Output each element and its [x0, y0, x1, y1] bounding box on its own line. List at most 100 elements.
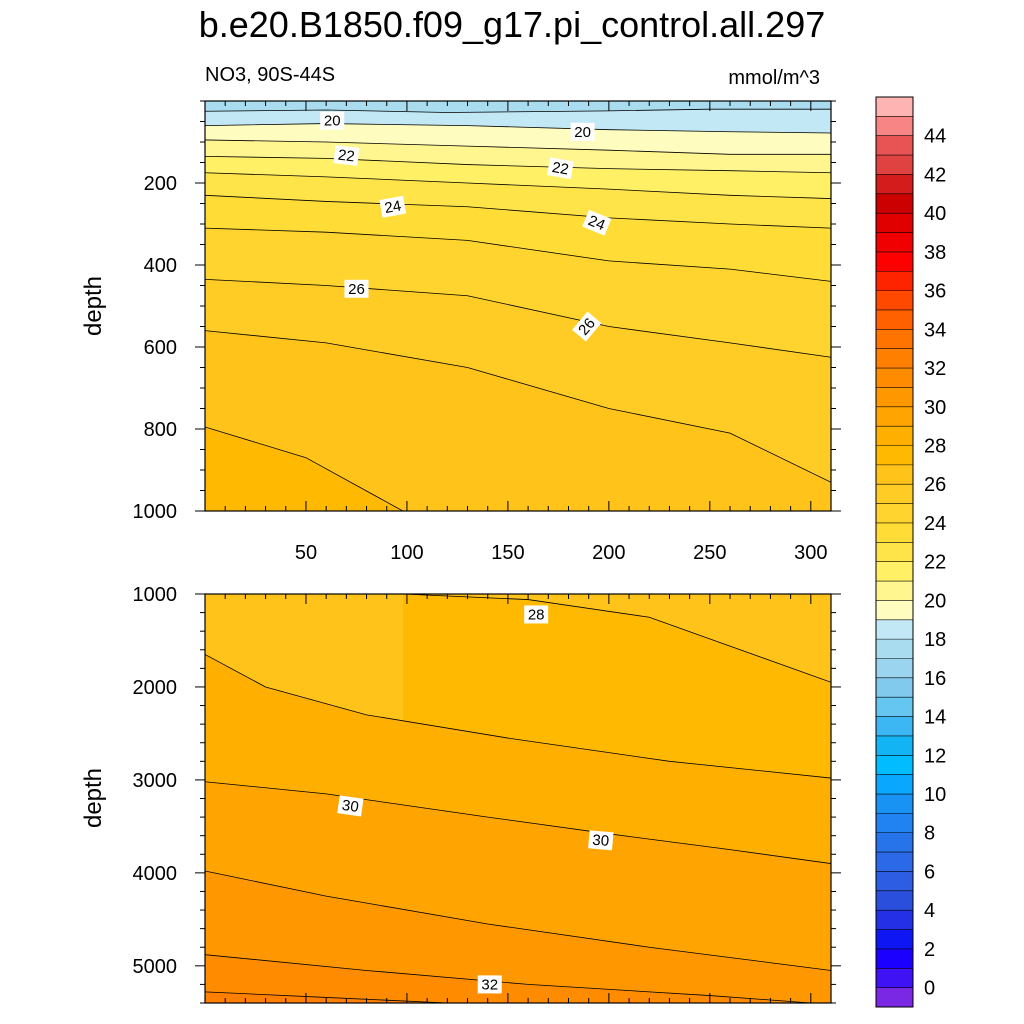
y-tick-label: 1000: [133, 501, 178, 523]
colorbar-swatch: [876, 290, 913, 311]
lower-panel: 28 30 30 32 1000 2000 3000 4000 5000 depth: [80, 584, 841, 1004]
colorbar-label: 2: [924, 939, 935, 961]
colorbar-swatch: [876, 348, 913, 369]
x-tick-label: 50: [295, 542, 317, 564]
colorbar-label: 40: [924, 203, 946, 225]
colorbar-label: 0: [924, 978, 935, 1000]
y-tick-label: 400: [144, 255, 177, 277]
contour-label-text: 22: [337, 147, 356, 166]
contour-fill: [205, 330, 831, 511]
x-tick-label: 150: [491, 542, 524, 564]
colorbar-swatch: [876, 677, 913, 698]
contour-label: 24: [379, 195, 407, 218]
contour-label: 20: [570, 122, 595, 141]
colorbar-swatch: [876, 135, 913, 156]
colorbar: 4442403836343230282624222018161412108642…: [875, 96, 946, 1008]
colorbar-label: 4: [924, 900, 935, 922]
colorbar-swatch: [876, 890, 913, 911]
colorbar-swatch: [876, 948, 913, 969]
x-tick-label: 100: [390, 542, 423, 564]
colorbar-swatch: [876, 387, 913, 408]
colorbar-swatch: [876, 174, 913, 195]
colorbar-swatch: [876, 426, 913, 446]
colorbar-label: 44: [924, 126, 946, 148]
colorbar-swatch: [876, 755, 913, 775]
colorbar-swatch: [876, 619, 913, 640]
contour-line: [205, 781, 831, 864]
contour-label-text: 24: [586, 212, 608, 234]
contour-label-text: 26: [348, 281, 365, 298]
x-tick-label: 200: [592, 542, 625, 564]
subtitle-left: NO3, 90S-44S: [205, 64, 336, 86]
contour-line: [205, 954, 811, 1003]
colorbar-swatch: [876, 910, 913, 930]
colorbar-swatch: [876, 832, 913, 853]
colorbar-swatch: [876, 871, 913, 892]
colorbar-swatch: [876, 813, 913, 834]
colorbar-swatch: [876, 716, 913, 737]
y-tick-label: 800: [144, 419, 177, 441]
colorbar-label: 42: [924, 164, 946, 186]
colorbar-swatch: [876, 968, 913, 988]
colorbar-label: 14: [924, 707, 946, 729]
colorbar-swatch: [876, 503, 913, 524]
colorbar-swatch: [876, 193, 913, 214]
contour-line: [205, 139, 831, 155]
y-axis-label: depth: [80, 768, 107, 828]
y-tick-label: 2000: [133, 677, 178, 699]
colorbar-swatch: [876, 987, 913, 1008]
y-tick-label: 600: [144, 337, 177, 359]
plot-area: 28 30 30 32: [205, 594, 831, 1003]
colorbar-swatch: [876, 561, 913, 582]
colorbar-swatch: [876, 929, 913, 950]
colorbar-swatch: [876, 116, 913, 137]
colorbar-swatch: [876, 309, 913, 330]
contour-label: 22: [333, 145, 360, 166]
colorbar-swatch: [876, 97, 913, 117]
contour-line: [205, 194, 831, 229]
contour-label: 30: [588, 830, 614, 851]
contour-label-text: 20: [324, 113, 341, 130]
contour-label-text: 30: [592, 832, 610, 850]
y-tick-label: 4000: [133, 863, 178, 885]
y-axis-label: depth: [80, 276, 107, 336]
colorbar-swatch: [876, 774, 913, 795]
contour-label: 26: [572, 311, 602, 342]
colorbar-swatch: [876, 542, 913, 562]
contour-line: [205, 330, 831, 483]
colorbar-swatch: [876, 600, 913, 621]
contour-label-text: 20: [574, 124, 591, 141]
colorbar-label: 32: [924, 358, 946, 380]
colorbar-swatch: [876, 484, 913, 504]
contour-line: [205, 870, 831, 971]
y-tick-label: 200: [144, 173, 177, 195]
contour-fill: [205, 426, 403, 511]
contour-label: 22: [547, 157, 574, 180]
colorbar-label: 18: [924, 629, 946, 651]
contour-label: 28: [524, 605, 549, 624]
contour-fill: [205, 954, 811, 1003]
contour-label-text: 28: [528, 606, 545, 623]
main-title: b.e20.B1850.f09_g17.pi_control.all.297: [198, 4, 826, 45]
colorbar-label: 8: [924, 823, 935, 845]
colorbar-label: 20: [924, 590, 946, 612]
colorbar-swatch: [876, 232, 913, 253]
colorbar-label: 28: [924, 436, 946, 458]
colorbar-swatch: [876, 658, 913, 679]
contour-label-text: 32: [481, 976, 498, 993]
colorbar-label: 22: [924, 552, 946, 574]
contour-label: 26: [344, 279, 369, 298]
colorbar-swatch: [876, 735, 913, 756]
contour-line: [205, 172, 831, 199]
x-tick-label: 250: [693, 542, 726, 564]
colorbar-label: 34: [924, 319, 946, 341]
colorbar-swatch: [876, 213, 913, 233]
contour-label: 24: [582, 209, 612, 236]
contour-label: 30: [337, 795, 364, 817]
contour-label: 32: [477, 975, 502, 994]
contour-label-text: 30: [341, 797, 360, 816]
x-tick-label: 300: [794, 542, 827, 564]
colorbar-label: 10: [924, 784, 946, 806]
colorbar-label: 30: [924, 397, 946, 419]
